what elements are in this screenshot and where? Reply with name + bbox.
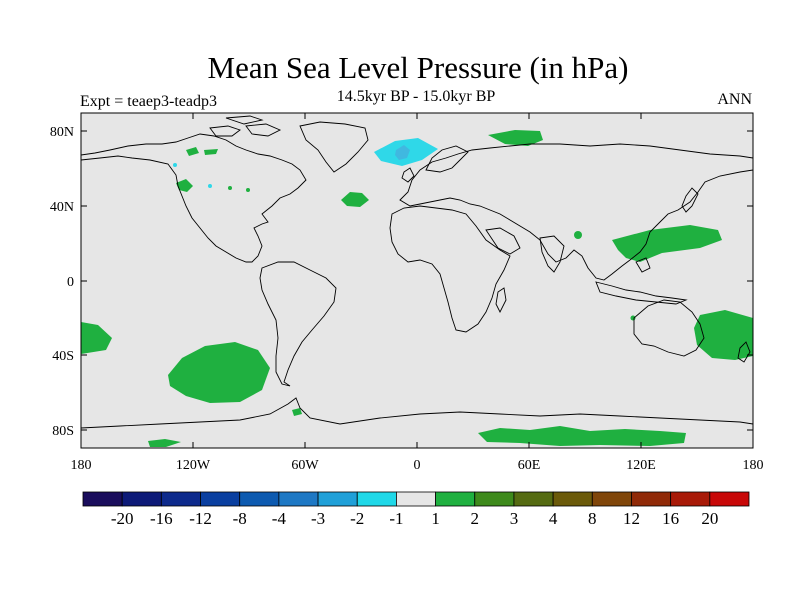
coastline-indonesia	[595, 257, 688, 305]
colorbar-swatch	[160, 491, 201, 507]
lon-tick-label: 60E	[518, 458, 541, 473]
negative-speckle	[208, 184, 212, 188]
lat-tick-label: 80N	[50, 125, 74, 140]
season-label: ANN	[717, 91, 752, 108]
lon-tick-label: 180	[71, 458, 92, 473]
colorbar-swatch	[591, 491, 632, 507]
coastlines	[81, 115, 753, 429]
colorbar-swatch	[278, 491, 319, 507]
positive-speckle	[246, 188, 250, 192]
lat-tick-label: 0	[67, 275, 74, 290]
positive-anomaly-barents	[488, 130, 543, 146]
colorbar-label: 8	[588, 509, 597, 528]
contour-fills	[81, 130, 753, 447]
coastline-india	[539, 235, 565, 273]
colorbar-label: 4	[549, 509, 558, 528]
lon-tick-label: 0	[414, 458, 421, 473]
colorbar-swatch	[513, 491, 554, 507]
lat-tick-label: 40S	[52, 349, 74, 364]
colorbar-swatch	[631, 491, 672, 507]
colorbar-label: -20	[111, 509, 134, 528]
colorbar-label: 12	[623, 509, 640, 528]
colorbar-label: -3	[311, 509, 325, 528]
lat-tick-label: 40N	[50, 200, 74, 215]
coastline-arabia	[485, 227, 521, 255]
lon-tick-label: 120W	[176, 458, 211, 473]
coastline-antarctica	[81, 397, 753, 429]
colorbar-label: 20	[701, 509, 718, 528]
colorbar-swatch	[356, 491, 397, 507]
negative-speckle	[173, 163, 177, 167]
coastline-arctic-islands	[209, 115, 282, 137]
latitude-axis: 80N 40N 0 40S 80S	[50, 125, 753, 439]
colorbar-swatch	[317, 491, 358, 507]
coastline-south-america	[259, 261, 337, 387]
positive-anomaly-south-pacific	[168, 342, 270, 403]
colorbar-label: -8	[233, 509, 247, 528]
positive-anomaly-tasman	[694, 310, 753, 360]
longitude-axis: 180 120W 60W 0 60E 120E 180	[71, 113, 764, 473]
positive-speckle	[630, 315, 636, 321]
lon-tick-label: 120E	[626, 458, 656, 473]
positive-speckle	[574, 231, 582, 239]
coastline-japan	[681, 187, 699, 213]
positive-anomaly-north-atlantic	[341, 192, 369, 207]
coastline-north-america	[81, 133, 307, 263]
map-panel	[81, 113, 753, 448]
positive-anomaly-ross-sea	[148, 439, 181, 447]
colorbar-swatch	[552, 491, 593, 507]
colorbar-swatch	[239, 491, 280, 507]
positive-speckle	[228, 186, 232, 190]
colorbar-label: -2	[350, 509, 364, 528]
positive-anomaly-central-south-pacific	[81, 322, 112, 354]
colorbar-swatch	[82, 491, 123, 507]
positive-anomaly-west-coast	[176, 179, 193, 192]
coastline-british-isles	[401, 167, 415, 183]
colorbar-label: 3	[510, 509, 519, 528]
colorbar: -20 -16 -12 -8 -4 -3 -2 -1 1 2 3 4 8 12 16 20	[82, 491, 750, 528]
colorbar-label: -12	[189, 509, 212, 528]
coastline-australia	[633, 299, 705, 357]
colorbar-swatch	[709, 491, 750, 507]
negative-anomaly-core	[395, 145, 410, 160]
plot-subtitle: 14.5kyr BP - 15.0kyr BP	[336, 88, 496, 105]
colorbar-swatch	[435, 491, 476, 507]
colorbar-label: 1	[431, 509, 440, 528]
coastline-scandinavia	[425, 145, 469, 173]
coastline-greenland	[299, 121, 369, 173]
positive-anomaly-peninsula	[292, 408, 302, 416]
coastline-eurasia	[399, 143, 753, 281]
coastline-africa	[389, 205, 511, 333]
plot-title: Mean Sea Level Pressure (in hPa)	[207, 50, 629, 85]
colorbar-label: -4	[272, 509, 287, 528]
colorbar-label: 2	[471, 509, 480, 528]
colorbar-swatch	[396, 491, 436, 507]
colorbar-swatch	[121, 491, 162, 507]
colorbar-label: -16	[150, 509, 173, 528]
lat-tick-label: 80S	[52, 424, 74, 439]
lon-tick-label: 180	[743, 458, 764, 473]
colorbar-swatch	[200, 491, 241, 507]
colorbar-label: 16	[662, 509, 679, 528]
positive-anomaly-east-antarctica	[478, 426, 686, 446]
colorbar-label: -1	[389, 509, 403, 528]
experiment-label: Expt = teaep3-teadp3	[80, 93, 217, 110]
positive-anomaly-arctic-canada	[186, 147, 218, 156]
coastline-madagascar	[495, 287, 507, 314]
coastline-new-zealand	[737, 341, 751, 363]
lon-tick-label: 60W	[291, 458, 319, 473]
colorbar-swatch	[670, 491, 711, 507]
colorbar-swatch	[474, 491, 515, 507]
